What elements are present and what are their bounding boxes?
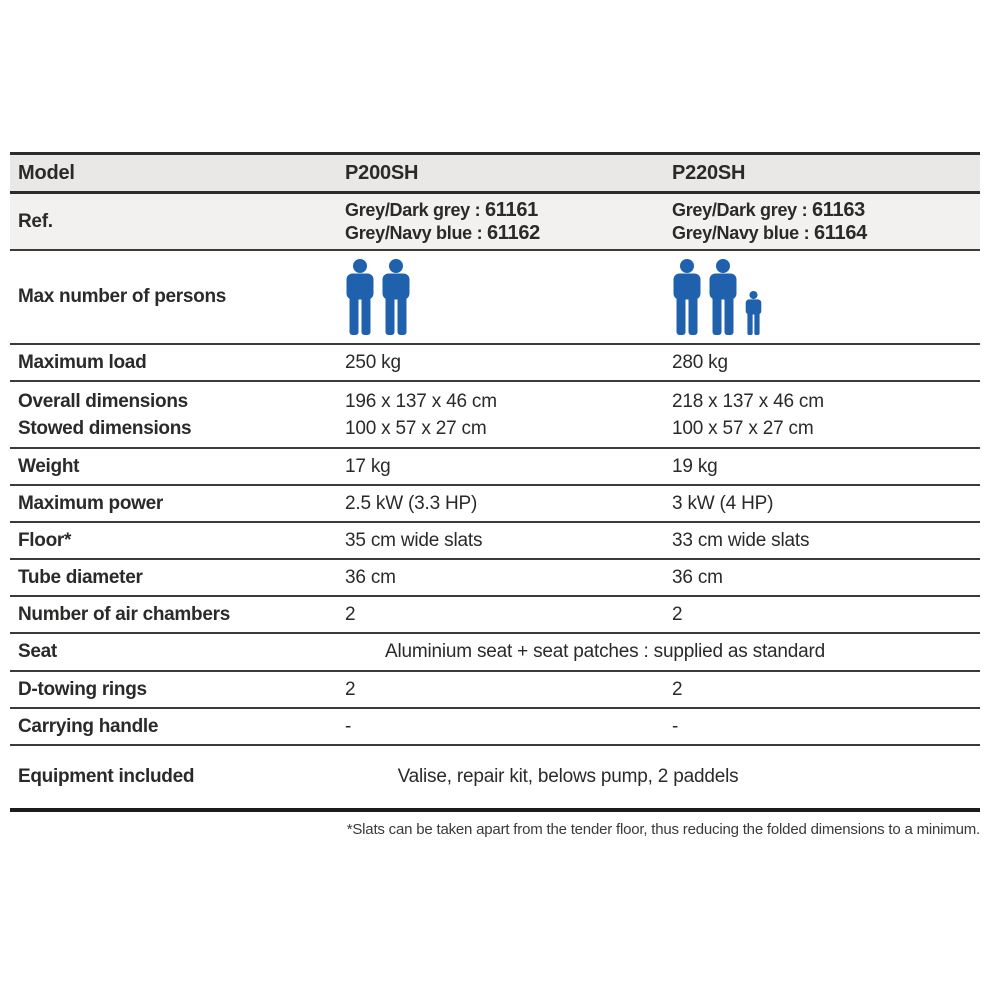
spec-row-seat: Seat Aluminium seat + seat patches : sup… [10, 634, 980, 672]
spec-value-p200sh: 250 kg [345, 351, 401, 373]
spec-value-p220sh: 218 x 137 x 46 cm 100 x 57 x 27 cm [672, 388, 980, 442]
header-model-label: Model [18, 161, 75, 184]
footnote: *Slats can be taken apart from the tende… [346, 821, 980, 838]
ref-row: Ref. Grey/Dark grey : 61161 Grey/Navy bl… [10, 194, 980, 251]
ref-label: Ref. [18, 210, 53, 232]
spec-value-p220sh: 33 cm wide slats [672, 529, 810, 551]
spec-row-tube-diameter: Tube diameter 36 cm 36 cm [10, 560, 980, 597]
overall-dimensions-label: Overall dimensions [18, 390, 188, 412]
persons-label: Max number of persons [18, 286, 227, 307]
spec-value-p200sh: 35 cm wide slats [345, 529, 483, 551]
spec-label: Overall dimensions Stowed dimensions [10, 388, 345, 442]
persons-row: Max number of persons [10, 251, 980, 345]
adult-person-icon [382, 259, 410, 335]
spec-label: Carrying handle [18, 715, 159, 737]
persons-p200sh [345, 251, 672, 343]
bottom-rule [10, 808, 980, 812]
ref-code: 61161 [484, 198, 538, 221]
ref-code: 61164 [813, 221, 867, 244]
spec-row-maximum-power: Maximum power 2.5 kW (3.3 HP) 3 kW (4 HP… [10, 486, 980, 523]
spec-row-air-chambers: Number of air chambers 2 2 [10, 597, 980, 634]
spec-value-p200sh: 2 [345, 678, 356, 700]
ref-line: Grey/Navy blue : 61164 [672, 222, 980, 245]
spec-value-p220sh: - [672, 715, 679, 737]
spec-row-maximum-load: Maximum load 250 kg 280 kg [10, 345, 980, 382]
spec-value-p220sh: 2 [672, 603, 683, 625]
stowed-dimensions-label: Stowed dimensions [18, 417, 192, 439]
spec-value-p200sh: 17 kg [345, 455, 391, 477]
color-name: Grey/Navy blue : [672, 222, 810, 243]
color-name: Grey/Dark grey : [672, 199, 808, 220]
spec-row-dimensions: Overall dimensions Stowed dimensions 196… [10, 382, 980, 449]
ref-code: 61162 [486, 221, 540, 244]
spec-row-carrying-handle: Carrying handle - - [10, 709, 980, 746]
spec-label: D-towing rings [18, 678, 147, 700]
equipment-spanning-value: Valise, repair kit, belows pump, 2 padde… [397, 766, 739, 787]
seat-spanning-value: Aluminium seat + seat patches : supplied… [384, 641, 826, 662]
product-spec-table: Model P200SH P220SH Ref. Grey/Dark grey … [10, 152, 980, 838]
spec-label: Weight [18, 455, 80, 477]
equipment-label: Equipment included [18, 766, 195, 787]
spec-value-p200sh: 36 cm [345, 566, 396, 588]
persons-p220sh [672, 251, 980, 343]
color-name: Grey/Navy blue : [345, 222, 483, 243]
adult-person-icon [709, 259, 737, 335]
stowed-dimensions-value: 100 x 57 x 27 cm [345, 417, 487, 439]
spec-value-p200sh: 2.5 kW (3.3 HP) [345, 492, 478, 514]
header-model-p200sh: P200SH [345, 161, 419, 184]
spec-value-p200sh: - [345, 715, 352, 737]
spec-value-p200sh: 2 [345, 603, 356, 625]
color-name: Grey/Dark grey : [345, 199, 481, 220]
overall-dimensions-value: 196 x 137 x 46 cm [345, 390, 497, 412]
ref-line: Grey/Navy blue : 61162 [345, 222, 672, 245]
ref-p200sh: Grey/Dark grey : 61161 Grey/Navy blue : … [345, 199, 672, 245]
spec-label: Maximum power [18, 492, 163, 514]
spec-row-weight: Weight 17 kg 19 kg [10, 449, 980, 486]
spec-value-p220sh: 280 kg [672, 351, 728, 373]
spec-label: Floor* [18, 529, 72, 551]
spec-value-p220sh: 2 [672, 678, 683, 700]
header-row: Model P200SH P220SH [10, 155, 980, 194]
ref-p220sh: Grey/Dark grey : 61163 Grey/Navy blue : … [672, 199, 980, 245]
adult-person-icon [346, 259, 374, 335]
child-person-icon [745, 291, 762, 335]
equipment-row: Equipment included Valise, repair kit, b… [10, 746, 980, 808]
spec-row-floor: Floor* 35 cm wide slats 33 cm wide slats [10, 523, 980, 560]
spec-value-p200sh: 196 x 137 x 46 cm 100 x 57 x 27 cm [345, 388, 672, 442]
spec-value-p220sh: 3 kW (4 HP) [672, 492, 774, 514]
spec-label: Seat [18, 641, 57, 662]
spec-label: Number of air chambers [18, 603, 230, 625]
spec-value-p220sh: 36 cm [672, 566, 723, 588]
ref-code: 61163 [811, 198, 865, 221]
spec-label: Tube diameter [18, 566, 143, 588]
overall-dimensions-value: 218 x 137 x 46 cm [672, 390, 824, 412]
ref-line: Grey/Dark grey : 61161 [345, 199, 672, 222]
spec-value-p220sh: 19 kg [672, 455, 718, 477]
spec-row-d-towing-rings: D-towing rings 2 2 [10, 672, 980, 709]
adult-person-icon [673, 259, 701, 335]
spec-label: Maximum load [18, 351, 147, 373]
stowed-dimensions-value: 100 x 57 x 27 cm [672, 417, 814, 439]
header-model-p220sh: P220SH [672, 161, 746, 184]
ref-line: Grey/Dark grey : 61163 [672, 199, 980, 222]
